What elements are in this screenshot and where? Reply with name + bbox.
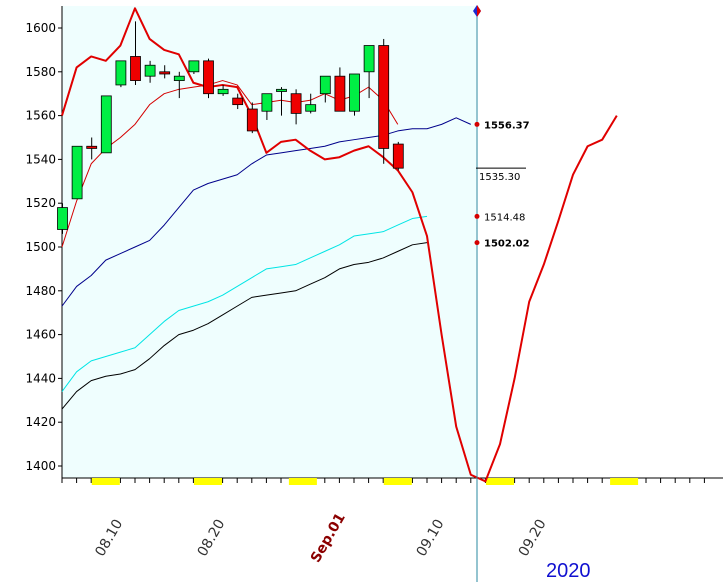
value-dot [474,213,480,219]
candle-body [217,88,229,95]
candle-body [232,97,244,106]
candle-body [378,45,390,149]
date-marker [194,478,222,485]
date-marker [91,478,120,485]
value-label: 1556.37 [484,120,530,131]
value-label: 1514.48 [484,212,525,223]
y-tick-label: 1460 [25,328,56,342]
candle-body [188,60,200,73]
candle-body [57,207,68,230]
x-axis: 08.10 08.20 Sep.01 09.10 09.20 [61,477,723,566]
series-line [61,242,428,410]
y-axis: 1400 1420 1440 1460 1480 1500 1520 1540 1560 1580… [25,6,63,478]
y-tick-label: 1440 [25,371,56,385]
candle-body [392,143,404,169]
candle-body [144,64,156,77]
y-tick-label: 1420 [25,415,56,429]
candles [57,21,404,234]
cursor-diamond-half [477,5,481,17]
candle-body [246,108,258,132]
y-tick-label: 1480 [25,284,56,298]
candle-body [261,93,273,112]
candle-body [290,93,302,114]
date-marker [383,478,412,485]
y-tick-label: 1540 [25,152,56,166]
date-markers [91,478,639,485]
y-tick-label: 1520 [25,196,56,210]
y-tick-label: 1500 [25,240,56,254]
candle-body [71,145,83,200]
candle-body [115,60,127,86]
y-tick-label: 1560 [25,109,56,123]
x-tick-label: 08.20 [195,517,229,560]
plot-background-history [62,6,476,478]
candle-body [130,56,141,81]
candle-body [203,60,214,95]
y-tick-label: 1400 [25,459,56,473]
y-tick-label: 1600 [25,21,56,35]
date-marker [610,478,639,485]
value-label: 1502.02 [484,239,530,250]
y-tick-label: 1580 [25,65,56,79]
series-line [61,215,428,392]
candle-body [349,73,360,112]
date-marker [486,478,514,485]
series-line [61,7,618,483]
candle-body [86,145,98,149]
candle-body [305,104,317,112]
year-label: 2020 [546,560,591,582]
date-marker [288,478,317,485]
value-labels: 1556.37 1514.48 1502.02 1535.30 [474,120,530,250]
candle-body [159,71,171,75]
candle-body [363,45,375,73]
x-tick-label: 09.20 [516,517,550,560]
candle-body [319,75,331,95]
value-dot [474,121,480,127]
candle-body [334,75,346,112]
x-tick-label: 09.10 [414,517,448,560]
x-tick-label: 08.10 [92,517,126,560]
cursor-marker [473,5,481,17]
candle-body [100,95,112,154]
series-line [61,117,472,307]
x-tick-label: Sep.01 [308,510,349,565]
candle-body [173,75,185,81]
value-dot [474,240,480,246]
close-label: 1535.30 [479,172,520,183]
candle-body [276,88,287,92]
